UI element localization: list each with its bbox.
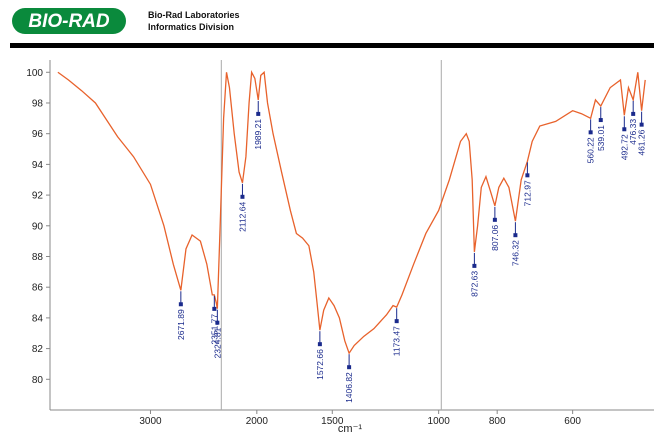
x-tick-label: 800	[489, 416, 506, 427]
peak-marker	[472, 263, 477, 268]
peak-label: 2324.81	[212, 327, 222, 358]
division: Informatics Division	[148, 22, 234, 32]
peak-label: 746.32	[510, 240, 520, 266]
y-tick-label: 86	[32, 283, 44, 294]
x-tick-label: 600	[564, 416, 581, 427]
peak-label: 1406.82	[344, 372, 354, 403]
y-tick-label: 82	[32, 344, 44, 355]
x-tick-label: 1500	[321, 416, 344, 427]
peak-marker	[622, 127, 627, 132]
y-tick-label: 100	[26, 68, 43, 79]
peak-label: 1989.21	[253, 119, 263, 150]
peak-marker	[256, 111, 261, 116]
logo: BIO-RAD	[28, 11, 110, 32]
y-tick-label: 80	[32, 375, 44, 386]
peak-marker	[513, 233, 518, 238]
x-tick-label: 3000	[139, 416, 162, 427]
peak-marker	[240, 194, 245, 199]
x-tick-label: 1000	[428, 416, 451, 427]
peak-marker	[598, 118, 603, 123]
y-tick-label: 94	[32, 160, 44, 171]
peak-label: 539.01	[596, 125, 606, 151]
peak-label: 2351.77	[209, 314, 219, 345]
x-axis-label: cm⁻¹	[338, 423, 362, 435]
peak-label: 1572.66	[315, 349, 325, 380]
peak-label: 476.33	[628, 119, 638, 145]
peak-label: 712.97	[522, 180, 532, 206]
y-tick-label: 84	[32, 313, 44, 324]
company: Bio-Rad Laboratories	[148, 10, 240, 20]
peak-marker	[178, 302, 183, 307]
peak-label: 1173.47	[392, 326, 402, 356]
peak-label: 560.22	[586, 137, 596, 163]
peak-marker	[317, 342, 322, 347]
peak-label: 807.06	[490, 225, 500, 251]
peak-label: 492.72	[619, 134, 629, 160]
peak-marker	[492, 217, 497, 222]
y-tick-label: 90	[32, 221, 44, 232]
y-tick-label: 96	[32, 129, 44, 140]
peak-label: 872.63	[469, 271, 479, 297]
peak-marker	[631, 111, 636, 116]
y-tick-label: 88	[32, 252, 44, 263]
peak-marker	[394, 319, 399, 324]
y-tick-label: 98	[32, 98, 44, 109]
peak-label: 461.26	[637, 129, 647, 155]
peak-marker	[639, 122, 644, 127]
peak-label: 2671.89	[176, 309, 186, 340]
peak-marker	[588, 130, 593, 135]
spectrum-line	[57, 70, 646, 355]
peak-label: 2112.64	[237, 202, 247, 232]
peak-marker	[347, 365, 352, 370]
header-rule	[10, 43, 654, 48]
peak-marker	[215, 320, 220, 325]
y-tick-label: 92	[32, 191, 44, 202]
peak-marker	[525, 173, 530, 178]
x-tick-label: 2000	[246, 416, 269, 427]
peak-marker	[212, 306, 217, 311]
logo-badge	[12, 8, 126, 34]
